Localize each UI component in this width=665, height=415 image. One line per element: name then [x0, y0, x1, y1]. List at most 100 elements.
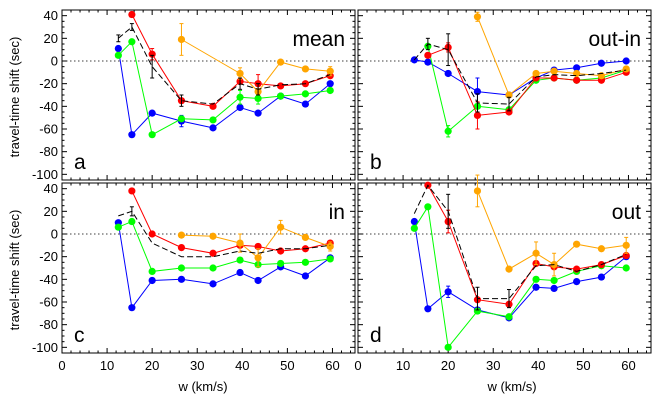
y-tick-label: 40	[44, 181, 58, 196]
data-point	[444, 288, 452, 296]
data-series	[177, 219, 334, 268]
y-tick-label: -20	[39, 249, 58, 264]
data-point	[473, 111, 482, 119]
data-point	[410, 224, 418, 232]
data-point	[277, 92, 285, 100]
data-point	[301, 100, 310, 108]
data-point	[597, 245, 606, 253]
y-tick-label: 0	[51, 54, 58, 69]
data-point	[473, 307, 482, 315]
data-point	[177, 275, 186, 283]
panel-frame	[357, 182, 652, 354]
dashed-mean-series	[116, 23, 331, 107]
data-point	[301, 90, 310, 98]
data-point	[148, 267, 156, 275]
data-point	[301, 65, 310, 73]
data-point	[209, 124, 217, 132]
panel-b: out-in b	[357, 9, 652, 181]
data-series	[410, 217, 630, 322]
data-point	[301, 233, 310, 241]
data-series	[114, 217, 334, 275]
data-point	[209, 249, 217, 257]
series-line	[413, 221, 627, 319]
data-point	[277, 82, 285, 90]
data-point	[301, 272, 310, 280]
series-line	[181, 226, 331, 259]
data-point	[550, 284, 558, 292]
data-point	[148, 50, 156, 58]
data-point	[505, 265, 513, 273]
series-line	[117, 222, 331, 309]
data-point	[209, 116, 217, 124]
x-tick-label: 0	[354, 358, 361, 373]
data-point	[236, 239, 244, 247]
x-tick-label: 40	[531, 358, 545, 373]
panel-title: in	[329, 201, 345, 224]
y-axis-title-bottom: travel-time shift (sec)	[7, 210, 22, 331]
panel-d: 0 10 20 30 40 50 60 out d	[354, 174, 652, 373]
series-line	[117, 48, 331, 136]
data-point	[622, 264, 630, 272]
data-point	[128, 304, 136, 312]
x-tick-label: 50	[280, 358, 294, 373]
data-point	[505, 108, 513, 116]
data-point	[573, 240, 581, 248]
data-point	[209, 280, 217, 288]
y-tick-label: -100	[32, 340, 58, 355]
data-point	[532, 249, 540, 257]
data-point	[597, 273, 606, 281]
series-line	[413, 184, 627, 300]
data-point	[209, 232, 217, 240]
data-point	[444, 127, 452, 135]
data-series	[177, 23, 334, 96]
x-tick-label: 20	[441, 358, 455, 373]
series-line	[118, 220, 331, 272]
data-point	[254, 109, 262, 117]
data-point	[550, 67, 558, 75]
series-line	[413, 43, 627, 105]
x-tick-label: 0	[58, 358, 65, 373]
y-tick-label: 40	[44, 8, 58, 23]
data-point	[326, 80, 334, 88]
x-tick-label: 30	[190, 358, 204, 373]
data-point	[424, 58, 432, 66]
data-point	[114, 223, 122, 231]
data-point	[622, 241, 630, 249]
data-point	[177, 244, 186, 252]
panel-letter: a	[74, 151, 86, 174]
data-point	[254, 94, 262, 102]
y-tick-label: 20	[44, 204, 58, 219]
panel-title: out	[612, 201, 641, 224]
data-point	[236, 268, 244, 277]
data-point	[473, 187, 482, 195]
data-point	[326, 242, 334, 251]
data-point	[148, 276, 156, 285]
data-point	[444, 343, 452, 351]
data-point	[532, 283, 540, 291]
data-series	[473, 11, 630, 99]
data-point	[573, 278, 581, 286]
panel-letter: c	[74, 324, 85, 347]
y-tick-label: -40	[39, 99, 58, 114]
x-axis-title-right: w (km/s)	[486, 379, 536, 394]
data-point	[148, 230, 156, 238]
data-point	[254, 254, 262, 262]
x-tick-label: 50	[576, 358, 590, 373]
x-tick-label: 60	[621, 358, 635, 373]
data-point	[128, 187, 136, 195]
x-tick-label: 60	[325, 358, 339, 373]
panel-letter: d	[370, 324, 382, 347]
data-point	[550, 74, 558, 82]
data-point	[236, 103, 244, 112]
y-tick-label: 0	[51, 227, 58, 242]
x-tick-label: 20	[145, 358, 159, 373]
y-tick-label: 20	[44, 31, 58, 46]
data-point	[277, 58, 285, 66]
x-tick-label: 40	[235, 358, 249, 373]
dashed-mean-series	[118, 206, 331, 258]
y-tick-label: -100	[32, 167, 58, 182]
data-point	[254, 276, 262, 285]
data-point	[424, 305, 432, 313]
y-tick-label: -60	[39, 295, 58, 310]
